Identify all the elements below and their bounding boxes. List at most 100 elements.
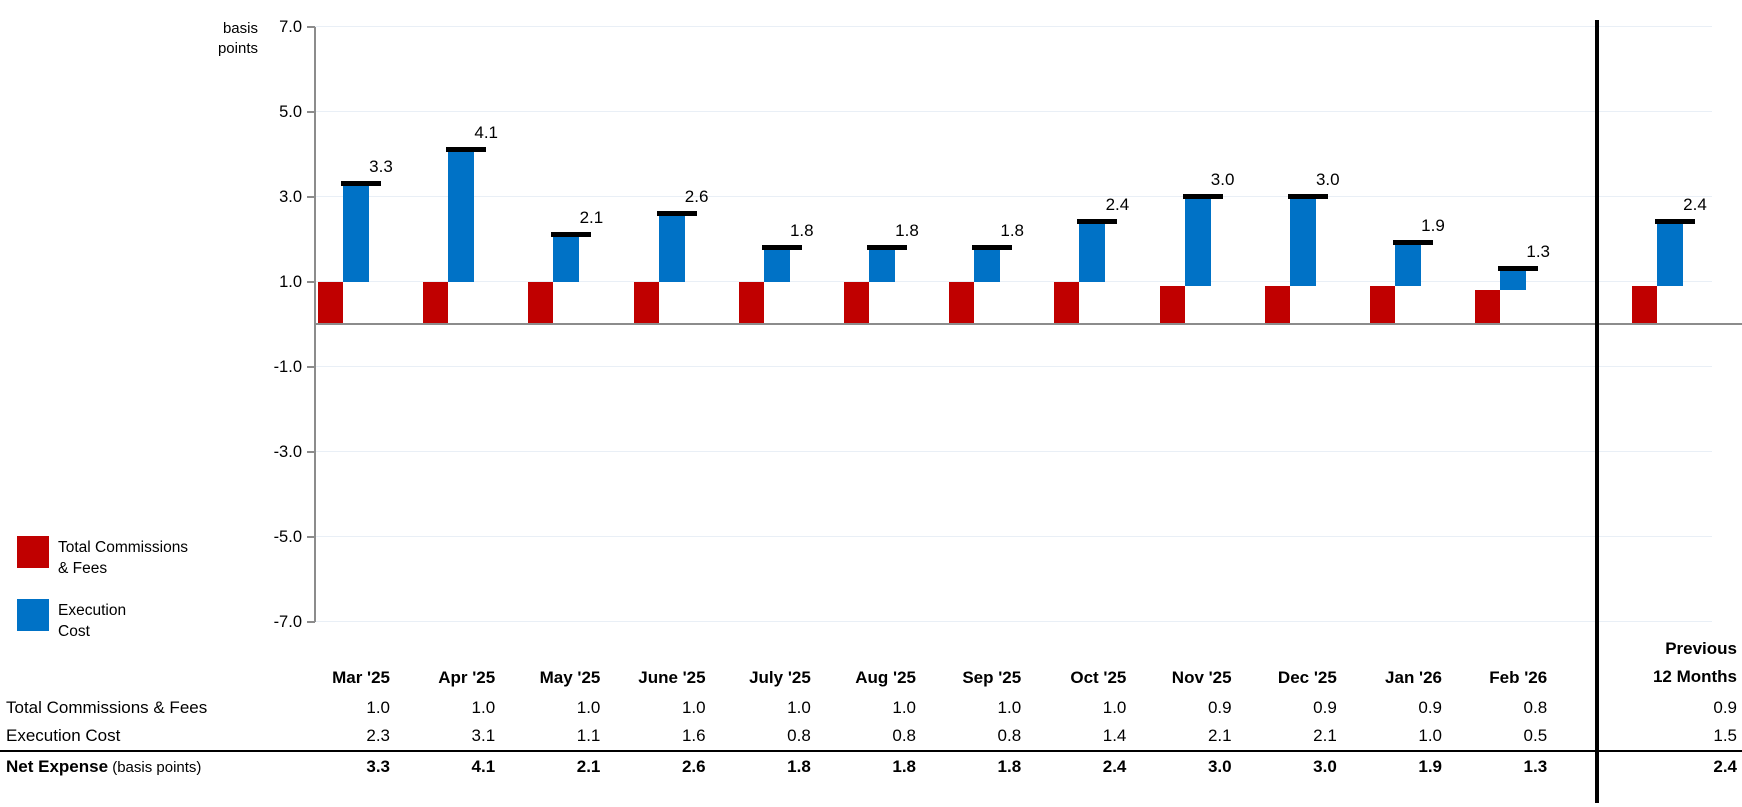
table-cell: 1.3 <box>1523 757 1548 776</box>
legend-label-line: Execution <box>58 602 127 619</box>
y-axis-tick-label: -7.0 <box>273 612 302 631</box>
table-column-header: Apr '25 <box>438 668 496 687</box>
table-row-label: Execution Cost <box>6 726 121 745</box>
y-axis-tick <box>307 25 315 28</box>
total-commissions-fees-bar <box>1159 285 1185 323</box>
summary-column-header-line1: Previous <box>1665 639 1737 658</box>
total-commissions-fees-bar <box>949 281 975 323</box>
net-expense-marker <box>551 231 592 237</box>
table-cell: 1.8 <box>787 757 811 776</box>
table-summary-cell: 2.4 <box>1713 757 1737 776</box>
total-commissions-fees-bar <box>318 281 343 323</box>
net-expense-value-label: 1.8 <box>789 220 814 240</box>
total-commissions-fees-bar <box>738 281 764 323</box>
net-expense-value-label: 1.8 <box>895 220 919 240</box>
execution-cost-bar <box>1184 196 1211 286</box>
total-commissions-fees-bar <box>633 281 659 323</box>
table-cell: 1.4 <box>1102 726 1127 745</box>
net-expense-value-label: 3.3 <box>369 156 393 176</box>
total-commissions-fees-bar <box>1632 285 1657 323</box>
table-cell: 1.0 <box>997 698 1022 717</box>
table-cell: 0.9 <box>1313 698 1337 717</box>
execution-cost-bar <box>553 234 580 282</box>
table-cell: 2.1 <box>576 757 601 776</box>
execution-cost-bar <box>658 213 685 282</box>
table-column-header: June '25 <box>638 668 706 687</box>
unit-label-line2: points <box>217 40 258 57</box>
gridline <box>315 281 1712 282</box>
execution-cost-bar <box>343 183 369 282</box>
legend-swatch-execution-cost <box>17 599 49 631</box>
table-cell: 4.1 <box>471 757 496 776</box>
net-expense-marker <box>1655 219 1695 224</box>
table-cell: 0.5 <box>1523 726 1548 745</box>
table-column-header: Aug '25 <box>855 668 916 687</box>
net-expense-marker <box>972 244 1013 250</box>
total-commissions-fees-bar <box>528 281 554 323</box>
gridline <box>315 111 1712 112</box>
legend-label-execution-cost: Execution Cost <box>58 599 126 642</box>
y-axis-line <box>314 26 316 622</box>
y-axis-tick-label: -5.0 <box>273 527 302 546</box>
table-cell: 0.8 <box>787 726 811 745</box>
total-commissions-fees-bar <box>1370 285 1395 323</box>
table-summary-cell: 0.9 <box>1713 698 1737 717</box>
table-column-header: Jan '26 <box>1385 668 1442 687</box>
table-cell: 0.9 <box>1418 698 1442 717</box>
table-column-header: Mar '25 <box>332 668 390 687</box>
legend-item-total-commissions-fees: Total Commissions & Fees <box>17 536 188 579</box>
net-expense-divider-line <box>0 750 1742 752</box>
zero-axis-line <box>315 322 1742 325</box>
table-cell: 2.1 <box>1313 726 1337 745</box>
table-summary-cell: 1.5 <box>1713 726 1737 745</box>
net-expense-value-label: 1.3 <box>1526 241 1550 261</box>
table-cell: 1.9 <box>1418 757 1442 776</box>
gridline <box>315 26 1712 27</box>
table-cell: 0.8 <box>1523 698 1548 717</box>
total-commissions-fees-bar <box>1475 290 1501 323</box>
table-column-header: Sep '25 <box>962 668 1022 687</box>
table-cell: 1.0 <box>1418 726 1442 745</box>
y-axis-tick <box>307 280 315 283</box>
execution-cost-bar <box>1395 243 1421 286</box>
y-axis-unit-label: basis points <box>168 19 258 59</box>
table-column-header: Feb '26 <box>1489 668 1548 687</box>
net-expense-value-label: 2.6 <box>684 186 709 206</box>
table-cell: 2.6 <box>681 757 706 776</box>
table-cell: 1.8 <box>892 757 916 776</box>
net-expense-marker <box>867 244 907 250</box>
table-cell: 1.6 <box>681 726 706 745</box>
table-cell: 0.8 <box>892 726 916 745</box>
table-column-header: July '25 <box>749 668 811 687</box>
net-expense-value-label: 2.4 <box>1683 195 1707 214</box>
table-cell: 1.0 <box>576 698 601 717</box>
table-cell: 2.3 <box>366 726 390 745</box>
table-cell: 1.0 <box>1102 698 1127 717</box>
net-expense-marker <box>1393 240 1433 246</box>
table-cell: 2.4 <box>1102 757 1127 776</box>
table-cell: 0.8 <box>997 726 1022 745</box>
net-expense-marker <box>656 210 697 216</box>
table-cell: 3.0 <box>1207 757 1232 776</box>
table-cell: 1.8 <box>997 757 1022 776</box>
table-cell: 0.9 <box>1207 698 1232 717</box>
previous-12-months-separator-line <box>1595 20 1599 803</box>
table-cell: 3.1 <box>471 726 496 745</box>
y-axis-tick-label: 5.0 <box>279 102 302 121</box>
table-cell: 1.0 <box>892 698 916 717</box>
table-cell: 1.0 <box>471 698 496 717</box>
table-column-header: Dec '25 <box>1277 668 1337 687</box>
table-cell: 2.1 <box>1207 726 1232 745</box>
legend-label-total-commissions-fees: Total Commissions & Fees <box>58 536 188 579</box>
net-expense-marker <box>1182 193 1223 199</box>
net-expense-marker <box>1077 219 1118 224</box>
y-axis-tick-label: 3.0 <box>279 187 302 206</box>
table-row-label: Net Expense (basis points) <box>6 757 202 776</box>
table-column-header: Nov '25 <box>1171 668 1232 687</box>
net-expense-marker <box>446 146 487 152</box>
table-row-label: Total Commissions & Fees <box>6 698 208 717</box>
total-commissions-fees-bar <box>1264 285 1290 323</box>
